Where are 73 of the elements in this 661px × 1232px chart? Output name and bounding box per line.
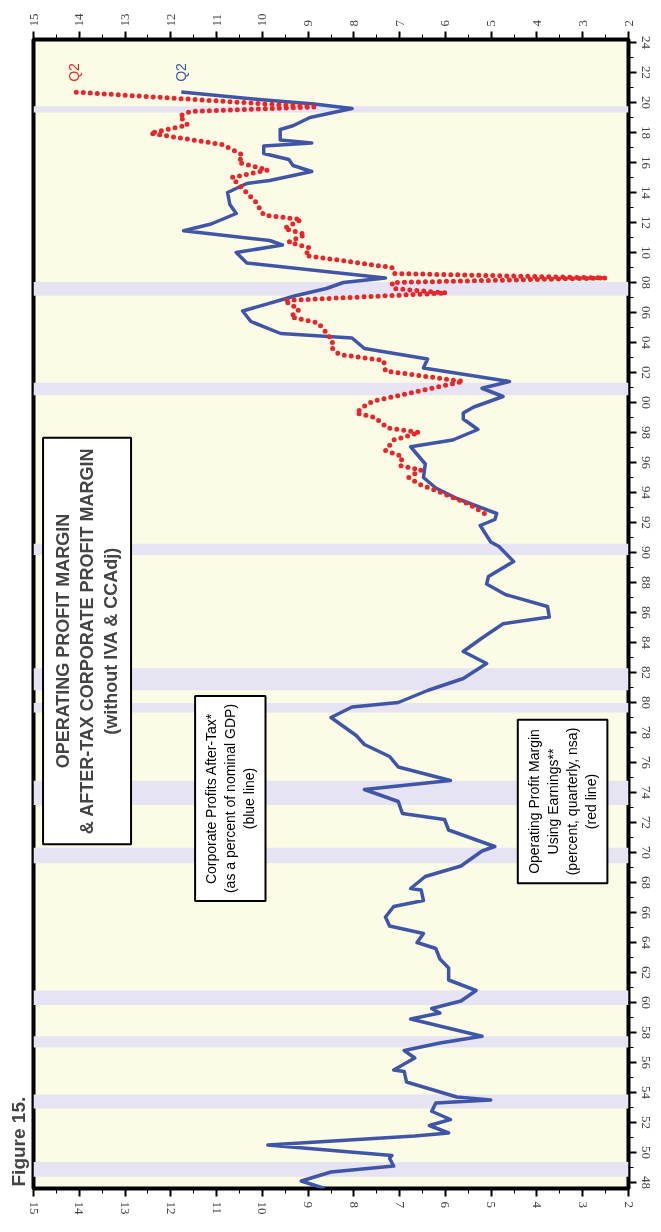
y-tick-label: 68 [638, 876, 654, 889]
y-tick-label: 80 [638, 696, 654, 709]
x2-tick-label: 8 [346, 1201, 362, 1208]
y-tick-label: 92 [638, 516, 654, 529]
x-tick-label: 3 [574, 20, 590, 27]
x2-tick-label: 12 [163, 1201, 179, 1215]
y-tick-label: 18 [638, 126, 654, 139]
y-tick-label: 82 [638, 666, 654, 679]
y-tick-label: 74 [638, 786, 654, 800]
y-tick-label: 20 [638, 96, 654, 109]
x-tick-label: 9 [300, 20, 316, 27]
x2-tick-label: 15 [26, 1201, 42, 1215]
x2-tick-label: 7 [392, 1201, 408, 1209]
y-tick-label: 50 [638, 1146, 654, 1159]
y-tick-label: 90 [638, 546, 654, 559]
y-tick-label: 02 [638, 366, 654, 379]
caption: Figure 15. [7, 1096, 29, 1187]
x2-tick-label: 13 [118, 1201, 134, 1215]
y-tick-label: 58 [638, 1026, 654, 1039]
y-tick-label: 78 [638, 726, 654, 739]
y-tick-label: 66 [638, 906, 654, 920]
x-tick-label: 11 [208, 13, 224, 27]
x-tick-label: 2 [620, 20, 636, 27]
y-tick-label: 04 [638, 336, 654, 350]
x2-tick-label: 2 [621, 1201, 637, 1208]
y-tick-label: 94 [638, 486, 654, 500]
x-tick-label: 7 [391, 19, 407, 27]
y-tick-label: 54 [638, 1086, 654, 1100]
x-tick-label: 14 [71, 13, 87, 27]
y-tick-label: 64 [638, 936, 654, 950]
x2-tick-label: 11 [209, 1201, 225, 1215]
y-tick-label: 72 [638, 816, 654, 829]
y-tick-label: 62 [638, 966, 654, 979]
y-tick-label: 96 [638, 456, 654, 470]
y-tick-label: 12 [638, 216, 654, 229]
y-tick-label: 88 [638, 576, 654, 589]
y-tick-label: 52 [638, 1116, 654, 1129]
x2-tick-label: 5 [484, 1201, 500, 1208]
annotation: Q2 [66, 62, 83, 82]
x-tick-label: 10 [254, 13, 270, 27]
x2-tick-label: 6 [438, 1201, 454, 1209]
text: OPERATING PROFIT MARGIN & AFTER-TAX CORPORATE PROFIT MARGIN (without IVA & CCAdj) [53, 448, 122, 835]
y-tick-label: 56 [638, 1056, 654, 1070]
annotation: Corporate Profits After-Tax* (as a percent of nominal GDP) (blue line) [203, 703, 258, 894]
y-tick-label: 00 [638, 396, 654, 409]
y-tick-label: 14 [638, 186, 654, 200]
x-tick-label: 5 [483, 20, 499, 27]
x2-tick-label: 14 [72, 1201, 88, 1215]
x2-tick-label: 9 [301, 1201, 317, 1208]
y-tick-label: 08 [638, 276, 654, 289]
y-tick-label: 48 [638, 1176, 654, 1189]
y-tick-label: 76 [638, 756, 654, 770]
y-tick-label: 24 [638, 36, 654, 50]
y-tick-label: 86 [638, 606, 654, 620]
x-tick-label: 6 [437, 19, 453, 27]
y-tick-label: 98 [638, 426, 654, 439]
x-tick-label: 8 [345, 20, 361, 27]
x2-tick-label: 4 [529, 1201, 545, 1209]
y-tick-label: 22 [638, 66, 654, 79]
x2-tick-label: 10 [255, 1201, 271, 1215]
y-tick-label: 06 [638, 306, 654, 320]
y-tick-label: 70 [638, 846, 654, 859]
x-tick-label: 15 [25, 13, 41, 27]
y-tick-label: 60 [638, 996, 654, 1009]
annotation: Operating Profit Margin Using Earnings** (percent, quarterly, nsa) (red line) [525, 727, 600, 876]
y-tick-label: 84 [638, 636, 654, 650]
x2-tick-label: 3 [575, 1201, 591, 1208]
x-tick-label: 13 [117, 13, 133, 27]
y-tick-label: 10 [638, 246, 654, 259]
annotation: Q2 [173, 62, 190, 82]
x-tick-label: 4 [528, 19, 544, 27]
x-tick-label: 12 [162, 13, 178, 27]
y-tick-label: 16 [638, 156, 654, 170]
